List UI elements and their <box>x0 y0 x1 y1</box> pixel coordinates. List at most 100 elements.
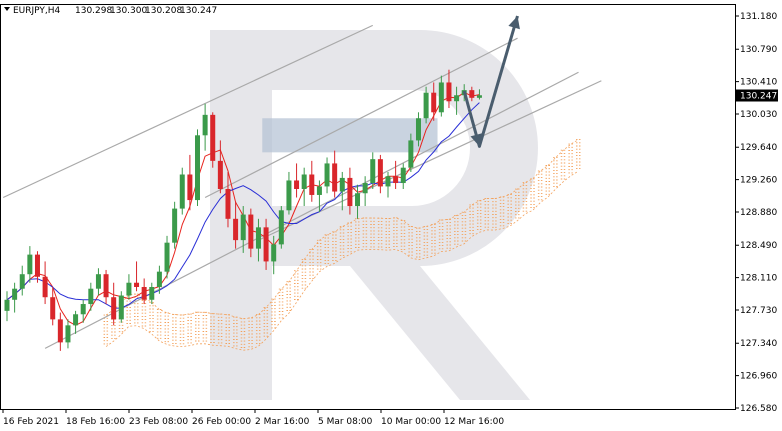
price-tick-label: 130.030 <box>740 110 777 120</box>
candle-body <box>126 282 132 296</box>
channel-line <box>2 24 374 199</box>
candle-body <box>134 282 140 287</box>
candle-body <box>423 92 429 119</box>
price-tick-label: 126.960 <box>740 372 777 382</box>
brand-watermark-icon <box>210 30 538 400</box>
price-tick-label: 129.640 <box>740 143 777 153</box>
channel-line <box>204 37 518 199</box>
plot-border <box>0 4 736 410</box>
candle-body <box>156 271 162 287</box>
candle-body <box>73 314 79 326</box>
time-tick-label: 16 Feb 2021 <box>3 417 59 427</box>
candle-body <box>57 319 63 343</box>
price-tick-label: 126.580 <box>740 404 777 414</box>
candle-body <box>454 95 460 102</box>
price-tick-label: 130.410 <box>740 78 777 88</box>
candle-body <box>355 193 361 207</box>
candlesticks <box>4 69 482 351</box>
candle-body <box>172 208 178 243</box>
arrow-head-up <box>508 16 520 30</box>
candle-body <box>271 244 277 262</box>
candle-body <box>164 242 170 272</box>
candle-body <box>202 114 208 136</box>
kijun-line <box>6 102 480 309</box>
price-tick-label: 131.180 <box>740 12 777 22</box>
candle-body <box>248 214 254 249</box>
candle-body <box>393 176 399 184</box>
current-price-tag <box>736 89 778 102</box>
candle-body <box>27 254 33 275</box>
time-tick-label: 26 Feb 00:00 <box>192 417 251 427</box>
candle-body <box>309 174 315 195</box>
close-value: 130.247 <box>180 6 217 16</box>
candle-body <box>476 95 482 98</box>
candle-body <box>294 180 300 189</box>
candle-body <box>370 159 376 184</box>
candle-body <box>4 299 10 311</box>
time-tick-label: 23 Feb 08:00 <box>129 417 188 427</box>
symbol-label: EURJPY,H4 <box>13 6 61 16</box>
price-tick-label: 129.260 <box>740 176 777 186</box>
candle-body <box>263 227 269 262</box>
candle-body <box>195 135 200 201</box>
plot-area <box>0 4 736 410</box>
candle-body <box>446 82 452 102</box>
trend-channel <box>2 24 602 349</box>
candle-body <box>324 163 330 187</box>
candle-body <box>362 183 368 194</box>
candle-body <box>12 288 18 300</box>
time-tick-label: 10 Mar 00:00 <box>381 417 441 427</box>
channel-line <box>44 71 579 349</box>
forecast-arrow <box>462 15 520 148</box>
time-tick-label: 5 Mar 08:00 <box>318 417 373 427</box>
candle-body <box>385 176 391 187</box>
high-value: 130.300 <box>110 6 147 16</box>
candle-body <box>217 160 223 189</box>
price-tick-label: 130.790 <box>740 45 777 55</box>
price-tick-label: 127.340 <box>740 339 777 349</box>
candle-body <box>233 218 239 241</box>
candle-body <box>179 174 185 209</box>
candle-body <box>377 159 383 187</box>
ichimoku-cloud <box>103 139 581 351</box>
candle-body <box>301 174 307 189</box>
open-value: 130.298 <box>75 6 112 16</box>
time-axis: 16 Feb 2021 18 Feb 16:00 23 Feb 08:00 26 Fe… <box>2 409 504 427</box>
current-price-label: 130.247 <box>740 92 777 102</box>
price-tick-label: 128.880 <box>740 208 777 218</box>
time-tick-label: 12 Mar 16:00 <box>444 417 504 427</box>
cloud-lower-edge <box>105 170 579 351</box>
candle-body <box>210 114 216 161</box>
candle-body <box>50 297 56 320</box>
candle-body <box>286 180 292 211</box>
candle-body <box>240 214 246 241</box>
time-tick-label: 18 Feb 16:00 <box>66 417 125 427</box>
price-tick-label: 128.110 <box>740 274 777 284</box>
candle-body <box>19 274 25 289</box>
candle-body <box>225 188 231 219</box>
price-axis: 131.180 130.790 130.410 130.030 129.640 129.2… <box>735 12 778 414</box>
time-tick-label: 2 Mar 16:00 <box>255 417 310 427</box>
candle-body <box>42 276 48 298</box>
candle-body <box>88 288 94 305</box>
candle-body <box>118 295 124 320</box>
candle-body <box>332 163 338 192</box>
candle-body <box>95 274 101 289</box>
candle-body <box>438 82 444 113</box>
candle-body <box>431 92 437 113</box>
price-tick-label: 128.490 <box>740 241 777 251</box>
candle-body <box>408 140 414 168</box>
arrow-head-down <box>470 133 483 147</box>
forecast-path <box>462 15 519 148</box>
candle-body <box>149 286 155 300</box>
candle-body <box>65 325 71 343</box>
cloud-upper-edge <box>105 139 579 320</box>
low-value: 130.208 <box>145 6 182 16</box>
candle-body <box>255 227 261 249</box>
candle-body <box>141 286 147 300</box>
chart-header: EURJPY,H4 130.298 130.300 130.208 130.24… <box>4 6 217 16</box>
candle-body <box>111 297 117 320</box>
triangle-down-icon[interactable] <box>4 7 10 11</box>
candle-body <box>415 118 421 141</box>
